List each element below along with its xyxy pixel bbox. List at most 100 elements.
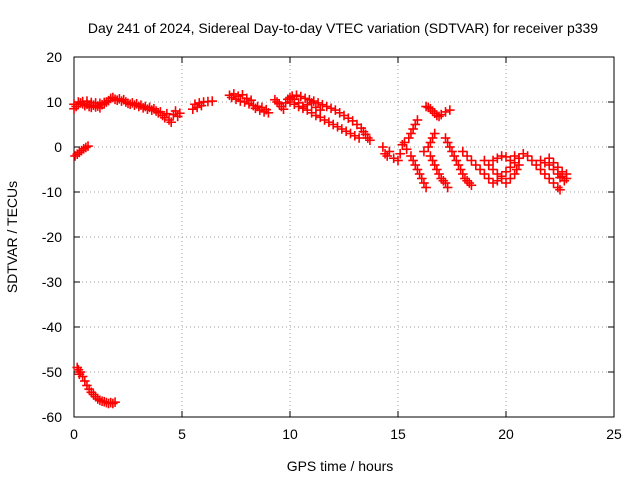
data-point: [479, 169, 490, 179]
y-tick-label: -50: [42, 364, 62, 380]
data-point: [347, 116, 358, 126]
data-point: [99, 97, 110, 108]
y-tick-label: -30: [42, 274, 62, 290]
data-point: [442, 182, 453, 193]
data-point: [82, 96, 92, 106]
data-point: [429, 128, 440, 139]
data-point: [501, 152, 511, 162]
y-tick-label: -10: [42, 184, 62, 200]
data-point: [263, 108, 274, 118]
data-point: [457, 146, 468, 157]
data-point: [488, 164, 498, 175]
data-point: [291, 90, 302, 101]
data-point: [440, 107, 451, 117]
data-point: [326, 103, 336, 114]
data-point: [298, 103, 308, 114]
data-point: [235, 96, 246, 106]
x-axis-label: GPS time / hours: [287, 458, 394, 474]
axis-ticks: 0 5 10 15 20 25 20 10 0 -10 -20 -30 -40 -50 -60: [42, 49, 622, 442]
data-point: [475, 164, 485, 175]
data-point: [527, 155, 537, 166]
data-point: [162, 108, 172, 119]
y-tick-label: -20: [42, 229, 62, 245]
x-tick-label: 15: [390, 426, 406, 442]
data-point: [514, 153, 524, 164]
data-point: [544, 153, 555, 164]
data-point: [399, 137, 410, 148]
data-point: [505, 173, 516, 184]
data-point: [466, 180, 477, 191]
data-point: [548, 157, 559, 168]
data-point: [445, 105, 455, 115]
data-point: [483, 160, 494, 170]
x-tick-label: 5: [178, 426, 186, 442]
data-point: [401, 144, 412, 155]
data-point: [395, 148, 405, 159]
data-point: [496, 173, 507, 184]
y-tick-label: 0: [54, 139, 62, 155]
data-point: [311, 110, 321, 121]
data-point: [293, 101, 304, 112]
y-tick-label: 10: [46, 94, 62, 110]
data-point: [352, 119, 362, 130]
x-tick-label: 10: [282, 426, 298, 442]
data-point: [501, 178, 511, 188]
data-point: [522, 151, 533, 161]
data-series: [69, 89, 572, 409]
data-point: [561, 169, 572, 179]
chart-title: Day 241 of 2024, Sidereal Day-to-day VTE…: [88, 20, 598, 36]
data-point: [83, 141, 93, 151]
x-tick-label: 20: [498, 426, 514, 442]
data-point: [110, 397, 120, 407]
data-point: [555, 172, 565, 183]
data-point: [496, 151, 507, 161]
data-point: [535, 164, 546, 175]
data-point: [384, 146, 395, 157]
grid: [74, 57, 614, 417]
data-point: [74, 369, 85, 380]
data-point: [378, 142, 388, 152]
y-tick-label: -40: [42, 319, 62, 335]
data-point: [540, 169, 550, 179]
data-point: [466, 155, 477, 166]
data-point: [196, 100, 207, 111]
data-point: [207, 96, 218, 106]
data-point: [278, 104, 289, 114]
data-point: [548, 178, 559, 188]
data-point: [233, 91, 243, 101]
x-tick-label: 25: [606, 426, 622, 442]
data-point: [365, 135, 375, 146]
data-point: [302, 99, 313, 110]
y-axis-label: SDTVAR / TECUs: [4, 181, 20, 293]
data-point: [188, 104, 198, 114]
data-point: [192, 102, 202, 113]
data-point: [505, 155, 516, 166]
data-point: [479, 155, 490, 166]
data-point: [393, 155, 403, 166]
data-point: [166, 117, 176, 128]
data-point: [470, 160, 481, 170]
data-point: [531, 160, 542, 170]
data-point: [321, 101, 332, 112]
data-point: [419, 146, 429, 157]
y-tick-label: -60: [42, 409, 62, 425]
data-point: [242, 93, 252, 104]
data-point: [237, 90, 248, 100]
data-point: [95, 98, 105, 109]
data-point: [295, 91, 306, 102]
data-point: [555, 184, 565, 195]
data-point: [421, 182, 431, 193]
data-point: [354, 133, 364, 143]
x-tick-label: 0: [70, 426, 78, 442]
data-point: [306, 98, 317, 108]
data-point: [175, 108, 185, 119]
data-point: [72, 362, 83, 373]
data-point: [462, 151, 472, 161]
data-point: [315, 105, 326, 115]
y-tick-label: 20: [46, 49, 62, 65]
data-point: [501, 166, 511, 177]
data-point: [544, 173, 555, 184]
data-point: [317, 99, 328, 110]
data-point: [300, 93, 310, 104]
